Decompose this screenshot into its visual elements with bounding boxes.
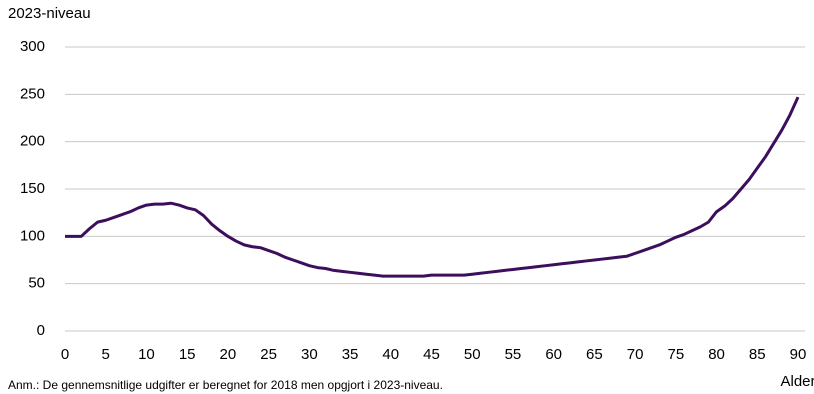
x-tick-label: 80 [708,346,725,363]
x-tick-label: 25 [260,346,277,363]
y-tick-label: 100 [20,227,45,244]
x-tick-label: 50 [464,346,481,363]
x-tick-label: 45 [423,346,440,363]
x-tick-label: 70 [627,346,644,363]
x-tick-label: 35 [342,346,359,363]
x-tick-label: 0 [61,346,69,363]
line [65,96,800,278]
x-tick-label: 10 [138,346,155,363]
y-tick-label: 0 [37,322,45,339]
y-tick-label: 50 [28,275,45,292]
y-tick-label: 250 [20,85,45,102]
x-tick-label: 60 [545,346,562,363]
x-tick-label: 40 [382,346,399,363]
x-tick-label: 20 [220,346,237,363]
x-axis-label: Alder [780,373,814,390]
x-tick-label: 55 [505,346,522,363]
y-axis-label: 2023-niveau [8,5,91,22]
x-tick-label: 90 [790,346,807,363]
note: Anm.: De gennemsnitlige udgifter er bere… [8,378,443,392]
x-tick-label: 5 [102,346,110,363]
x-tick-label: 85 [749,346,766,363]
x-tick-label: 30 [301,346,318,363]
y-tick-label: 150 [20,180,45,197]
x-tick-label: 75 [667,346,684,363]
y-tick-label: 200 [20,133,45,150]
y-tick-label: 300 [20,38,45,55]
x-tick-label: 65 [586,346,603,363]
x-tick-label: 15 [179,346,196,363]
